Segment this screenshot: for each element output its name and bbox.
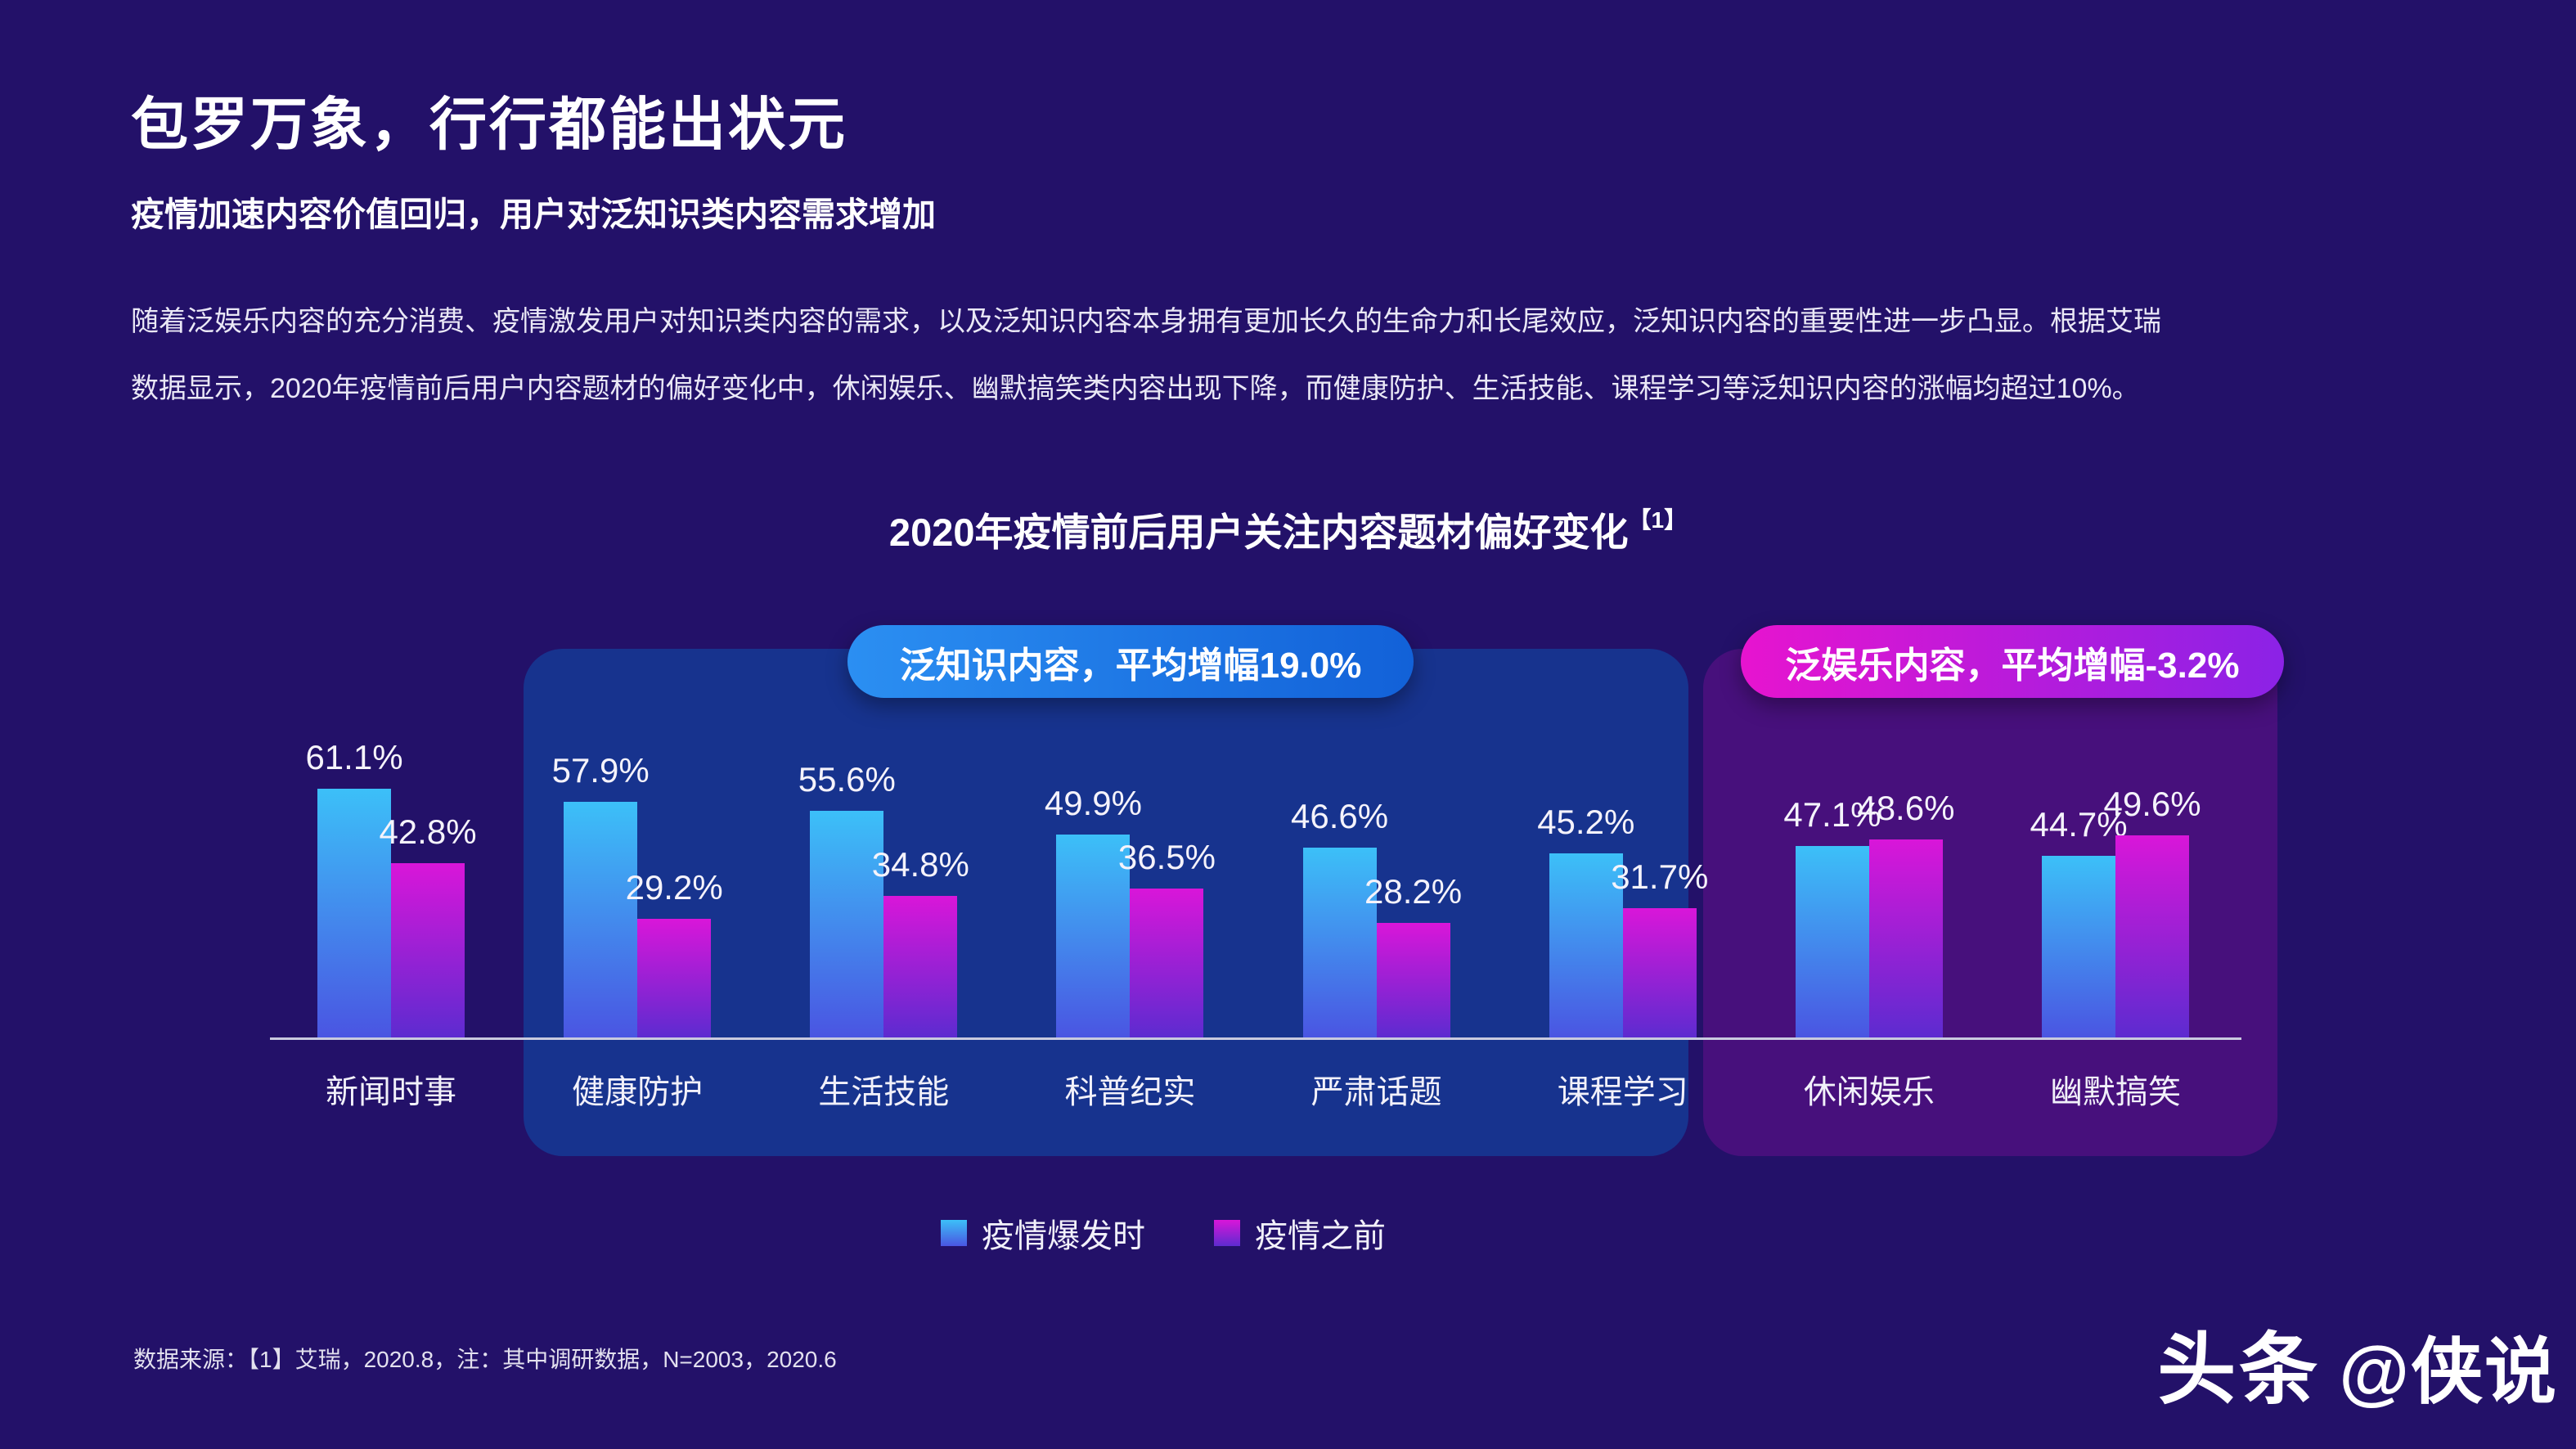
bar-covid-outbreak xyxy=(1302,848,1377,1037)
bar-value-label: 42.8% xyxy=(379,812,477,851)
legend-item-pre-covid: 疫情之前 xyxy=(1214,1209,1386,1257)
bar-pre-covid xyxy=(1376,923,1450,1037)
category-label: 新闻时事 xyxy=(326,1074,456,1110)
intro-paragraph-line2: 数据显示，2020年疫情前后用户内容题材的偏好变化中，休闲娱乐、幽默搞笑类内容出… xyxy=(131,373,2140,404)
watermark-brand: 头条 xyxy=(2157,1326,2322,1414)
bar-value-label: 49.9% xyxy=(1044,784,1142,822)
legend-item-covid-outbreak: 疫情爆发时 xyxy=(941,1209,1145,1257)
bar-value-label: 36.5% xyxy=(1117,838,1216,876)
category-label: 生活技能 xyxy=(818,1074,950,1110)
bar-covid-outbreak xyxy=(564,802,638,1037)
category-label: 课程学习 xyxy=(1557,1074,1688,1110)
legend-label-covid-outbreak: 疫情爆发时 xyxy=(982,1218,1145,1254)
watermark-handle: @侠说 xyxy=(2339,1331,2558,1412)
bar-pre-covid xyxy=(883,896,958,1037)
chart-title-footnote-marker: 【1】 xyxy=(1628,507,1688,533)
bar-covid-outbreak xyxy=(1795,846,1869,1037)
category-label: 科普纪实 xyxy=(1064,1074,1196,1110)
bar-value-label: 47.1% xyxy=(1783,795,1881,834)
bar-value-label: 29.2% xyxy=(625,868,723,907)
bar-pre-covid xyxy=(2115,835,2190,1037)
legend: 疫情爆发时 疫情之前 xyxy=(941,1209,1386,1257)
bar-pre-covid xyxy=(391,863,465,1037)
bar-pre-covid xyxy=(1622,908,1697,1037)
intro-paragraph: 随着泛娱乐内容的充分消费、疫情激发用户对知识类内容的需求，以及泛知识内容本身拥有… xyxy=(131,288,2470,422)
source-footnote: 数据来源：【1】艾瑞，2020.8，注：其中调研数据，N=2003，2020.6 xyxy=(133,1347,837,1372)
bar-value-label: 57.9% xyxy=(551,751,650,790)
x-axis-line xyxy=(270,1037,2241,1040)
category-label: 休闲娱乐 xyxy=(1803,1074,1935,1110)
chart-title: 2020年疫情前后用户关注内容题材偏好变化【1】 xyxy=(889,501,1687,557)
legend-swatch-covid-outbreak xyxy=(941,1220,967,1246)
bar-covid-outbreak xyxy=(2042,856,2116,1037)
intro-paragraph-line1: 随着泛娱乐内容的充分消费、疫情激发用户对知识类内容的需求，以及泛知识内容本身拥有… xyxy=(131,306,2161,337)
bar-covid-outbreak xyxy=(810,811,884,1037)
bar-value-label: 31.7% xyxy=(1611,857,1709,896)
category-label: 严肃话题 xyxy=(1310,1074,1442,1110)
bar-value-label: 28.2% xyxy=(1364,872,1463,911)
legend-swatch-pre-covid xyxy=(1214,1220,1240,1246)
category-label: 幽默搞笑 xyxy=(2050,1074,2182,1110)
bar-value-label: 48.6% xyxy=(1857,789,1955,827)
entertainment-average-pill: 泛娱乐内容，平均增幅-3.2% xyxy=(1741,625,2284,698)
bar-value-label: 34.8% xyxy=(871,845,969,884)
bar-pre-covid xyxy=(637,919,712,1037)
bar-value-label: 44.7% xyxy=(2030,805,2128,844)
page-subtitle: 疫情加速内容价值回归，用户对泛知识类内容需求增加 xyxy=(131,196,936,233)
bar-pre-covid xyxy=(1868,839,1943,1037)
bar-covid-outbreak xyxy=(317,789,391,1037)
page-title: 包罗万象，行行都能出状元 xyxy=(131,92,847,156)
bar-covid-outbreak xyxy=(1056,835,1131,1037)
legend-label-pre-covid: 疫情之前 xyxy=(1255,1218,1386,1254)
bar-value-label: 61.1% xyxy=(305,738,403,776)
bar-covid-outbreak xyxy=(1549,853,1623,1037)
bar-pre-covid xyxy=(1130,889,1204,1037)
watermark: 头条 @侠说 xyxy=(2157,1306,2558,1420)
category-label: 健康防护 xyxy=(572,1074,704,1110)
bar-value-label: 49.6% xyxy=(2103,785,2201,823)
bar-value-label: 55.6% xyxy=(798,760,896,799)
knowledge-average-pill: 泛知识内容，平均增幅19.0% xyxy=(847,625,1414,698)
bar-value-label: 45.2% xyxy=(1537,803,1635,841)
bar-value-label: 46.6% xyxy=(1291,797,1389,835)
chart-title-text: 2020年疫情前后用户关注内容题材偏好变化 xyxy=(888,511,1629,554)
